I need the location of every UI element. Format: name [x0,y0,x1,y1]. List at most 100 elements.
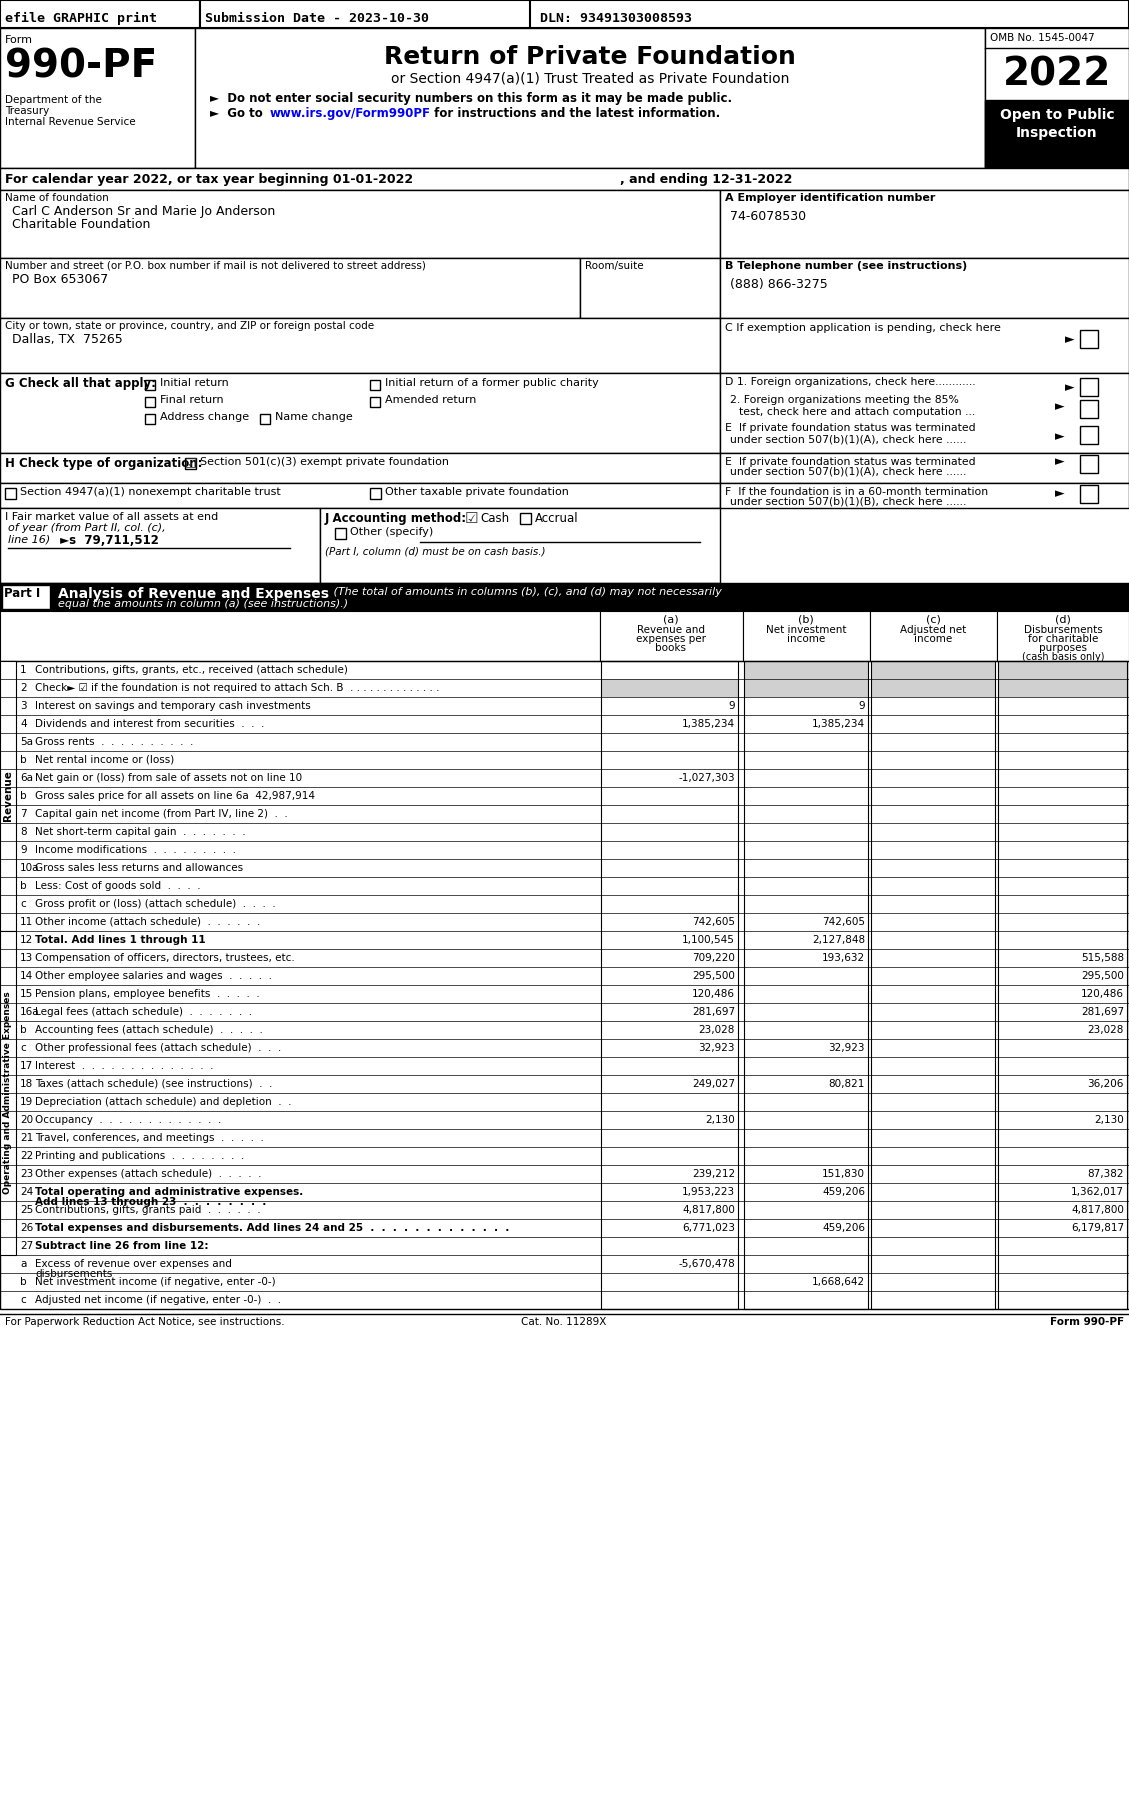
Text: ►: ► [1054,401,1065,414]
Text: Gross sales less returns and allowances: Gross sales less returns and allowances [35,863,243,874]
Text: 709,220: 709,220 [692,953,735,964]
Text: DLN: 93491303008593: DLN: 93491303008593 [540,11,692,25]
Bar [145,379,155,390]
Text: 11: 11 [20,917,33,928]
Bar [1080,455,1099,473]
Text: Part I: Part I [5,586,41,601]
Text: 32,923: 32,923 [699,1043,735,1054]
Text: 26: 26 [20,1223,33,1233]
Text: 16a: 16a [20,1007,40,1018]
Text: 36,206: 36,206 [1087,1079,1124,1090]
Text: ►s  79,711,512: ►s 79,711,512 [56,534,159,547]
Bar [1080,399,1099,417]
Bar [0,257,580,318]
Text: 4,817,800: 4,817,800 [682,1205,735,1215]
Text: 9: 9 [858,701,865,710]
Bar [0,931,16,1255]
Text: I Fair market value of all assets at end: I Fair market value of all assets at end [5,512,218,521]
Bar [601,680,738,698]
Text: Form 990-PF: Form 990-PF [1050,1316,1124,1327]
Text: ►: ► [1054,455,1065,469]
Text: b: b [20,755,27,764]
Text: C If exemption application is pending, check here: C If exemption application is pending, c… [725,324,1001,333]
Text: Dallas, TX  75265: Dallas, TX 75265 [12,333,123,345]
Text: Total operating and administrative expenses.: Total operating and administrative expen… [35,1187,304,1197]
Text: 1,385,234: 1,385,234 [812,719,865,728]
Bar [370,379,380,390]
Bar [998,680,1127,698]
Bar [984,101,1129,167]
Text: Accrual: Accrual [535,512,579,525]
Text: b: b [20,1277,27,1287]
Text: Other (specify): Other (specify) [350,527,434,538]
Text: 2,130: 2,130 [706,1115,735,1126]
Text: for charitable: for charitable [1027,635,1099,644]
Bar [1080,331,1099,349]
Text: H Check type of organization:: H Check type of organization: [5,457,202,469]
Bar [720,372,1129,453]
Text: 120,486: 120,486 [1080,989,1124,1000]
Text: Other taxable private foundation: Other taxable private foundation [385,487,569,496]
Text: www.irs.gov/Form990PF: www.irs.gov/Form990PF [270,108,431,120]
Text: Treasury: Treasury [5,106,50,117]
Text: income: income [913,635,952,644]
Text: ►: ► [1065,333,1075,347]
Text: Interest  .  .  .  .  .  .  .  .  .  .  .  .  .  .: Interest . . . . . . . . . . . . . . [35,1061,213,1072]
Bar [720,484,1129,509]
Text: Contributions, gifts, grants, etc., received (attach schedule): Contributions, gifts, grants, etc., rece… [35,665,348,674]
Text: 6,771,023: 6,771,023 [682,1223,735,1233]
Text: Net rental income or (loss): Net rental income or (loss) [35,755,174,764]
Text: Contributions, gifts, grants paid  .  .  .  .  .  .: Contributions, gifts, grants paid . . . … [35,1205,261,1215]
Text: 2. Foreign organizations meeting the 85%: 2. Foreign organizations meeting the 85% [730,396,959,405]
Bar [520,512,531,523]
Text: 1: 1 [20,665,27,674]
Bar [0,372,720,453]
Bar [2,584,50,610]
Bar [984,29,1129,167]
Bar [720,453,1129,484]
Text: Initial return of a former public charity: Initial return of a former public charit… [385,378,598,388]
Bar [720,257,1129,318]
Text: Depreciation (attach schedule) and depletion  .  .: Depreciation (attach schedule) and deple… [35,1097,291,1108]
Text: Accounting fees (attach schedule)  .  .  .  .  .: Accounting fees (attach schedule) . . . … [35,1025,263,1036]
Bar [370,397,380,406]
Text: Net investment: Net investment [765,626,847,635]
Text: 80,821: 80,821 [829,1079,865,1090]
Text: Section 501(c)(3) exempt private foundation: Section 501(c)(3) exempt private foundat… [200,457,449,467]
Text: Name change: Name change [275,412,352,423]
Text: 3: 3 [20,701,27,710]
Text: 4,817,800: 4,817,800 [1071,1205,1124,1215]
Text: Room/suite: Room/suite [585,261,644,271]
Text: Name of foundation: Name of foundation [5,192,108,203]
Bar [200,0,530,29]
Text: Check► ☑ if the foundation is not required to attach Sch. B  . . . . . . . . . .: Check► ☑ if the foundation is not requir… [35,683,439,692]
Text: Other expenses (attach schedule)  .  .  .  .  .: Other expenses (attach schedule) . . . .… [35,1169,262,1179]
Text: B Telephone number (see instructions): B Telephone number (see instructions) [725,261,968,271]
Text: Less: Cost of goods sold  .  .  .  .: Less: Cost of goods sold . . . . [35,881,201,892]
Text: Internal Revenue Service: Internal Revenue Service [5,117,135,128]
Text: under section 507(b)(1)(B), check here ......: under section 507(b)(1)(B), check here .… [730,496,966,507]
Text: Pension plans, employee benefits  .  .  .  .  .: Pension plans, employee benefits . . . .… [35,989,260,1000]
Text: 2: 2 [20,683,27,692]
Text: For calendar year 2022, or tax year beginning 01-01-2022: For calendar year 2022, or tax year begi… [5,173,413,185]
Text: Number and street (or P.O. box number if mail is not delivered to street address: Number and street (or P.O. box number if… [5,261,426,271]
Text: 25: 25 [20,1205,33,1215]
Text: 742,605: 742,605 [822,917,865,928]
Text: or Section 4947(a)(1) Trust Treated as Private Foundation: or Section 4947(a)(1) Trust Treated as P… [391,72,789,86]
Bar [145,414,155,424]
Text: ►: ► [1054,487,1065,500]
Text: 515,588: 515,588 [1080,953,1124,964]
Text: 32,923: 32,923 [829,1043,865,1054]
Bar [0,611,599,662]
Text: Disbursements: Disbursements [1024,626,1102,635]
Text: 1,362,017: 1,362,017 [1071,1187,1124,1197]
Text: income: income [787,635,825,644]
Text: 2,127,848: 2,127,848 [812,935,865,946]
Text: Return of Private Foundation: Return of Private Foundation [384,45,796,68]
Text: D 1. Foreign organizations, check here............: D 1. Foreign organizations, check here..… [725,378,975,387]
Text: Compensation of officers, directors, trustees, etc.: Compensation of officers, directors, tru… [35,953,295,964]
Text: 27: 27 [20,1241,33,1251]
Text: ☑: ☑ [465,511,479,527]
Text: 21: 21 [20,1133,33,1144]
Text: test, check here and attach computation ...: test, check here and attach computation … [739,406,975,417]
